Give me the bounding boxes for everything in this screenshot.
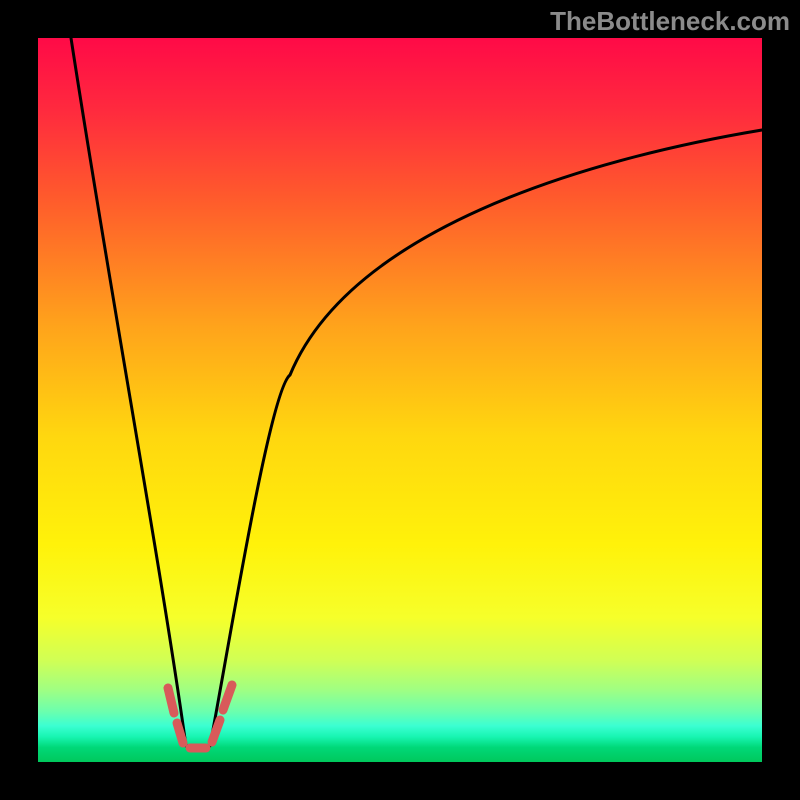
bottleneck-chart-svg xyxy=(0,0,800,800)
highlight-dash-segment xyxy=(168,688,174,713)
watermark-text: TheBottleneck.com xyxy=(550,6,790,37)
plot-area xyxy=(38,38,762,762)
highlight-dash-segment xyxy=(177,723,183,743)
chart-container: TheBottleneck.com xyxy=(0,0,800,800)
